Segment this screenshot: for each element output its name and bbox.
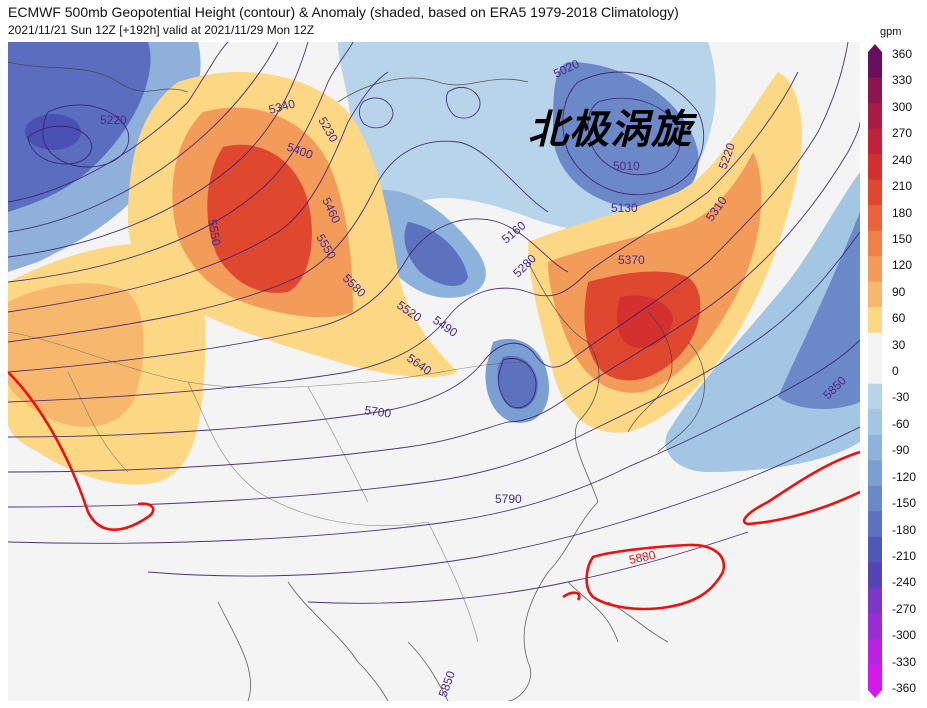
map-subtitle: 2021/11/21 Sun 12Z [+192h] valid at 2021… bbox=[8, 23, 315, 37]
colorbar-segment bbox=[868, 409, 882, 436]
colorbar-unit: gpm bbox=[880, 26, 902, 38]
contour-5880 bbox=[8, 371, 860, 611]
contour-label-5010: 5010 bbox=[613, 159, 640, 173]
colorbar-segment bbox=[868, 103, 882, 130]
colorbar-label: 90 bbox=[892, 284, 906, 299]
colorbar-segment bbox=[868, 52, 882, 79]
colorbar-label: -240 bbox=[892, 575, 917, 590]
height-contours bbox=[8, 42, 860, 604]
colorbar-segment bbox=[868, 358, 882, 385]
map-title: ECMWF 500mb Geopotential Height (contour… bbox=[8, 4, 679, 20]
weather-map: 5220 5340 5230 5400 5020 5010 5220 5550 … bbox=[8, 42, 860, 701]
colorbar-label: 150 bbox=[892, 231, 913, 246]
colorbar-label: -120 bbox=[892, 469, 917, 484]
colorbar-segment bbox=[868, 230, 882, 257]
colorbar-label: 0 bbox=[892, 364, 899, 378]
country-borders bbox=[8, 331, 529, 643]
colorbar-label: 240 bbox=[892, 152, 913, 167]
contour-label-5550: 5550 bbox=[205, 218, 223, 247]
colorbar-label: -270 bbox=[892, 601, 917, 616]
colorbar-segment bbox=[868, 383, 882, 410]
contour-label-5220: 5220 bbox=[100, 113, 127, 127]
map-svg: 5220 5340 5230 5400 5020 5010 5220 5550 … bbox=[8, 42, 860, 701]
colorbar-label: 180 bbox=[892, 205, 913, 220]
colorbar-label: 270 bbox=[892, 126, 913, 141]
colorbar-label: 60 bbox=[892, 311, 906, 326]
colorbar-segment bbox=[868, 205, 882, 232]
colorbar-segment bbox=[868, 536, 882, 563]
colorbar-label: 210 bbox=[892, 179, 913, 194]
colorbar-label: -180 bbox=[892, 522, 917, 537]
colorbar-segment bbox=[868, 154, 882, 181]
colorbar-segment bbox=[868, 256, 882, 283]
colorbar-label: -360 bbox=[892, 681, 917, 695]
colorbar-segment bbox=[868, 664, 882, 691]
colorbar-label: -210 bbox=[892, 548, 917, 563]
colorbar-segment bbox=[868, 613, 882, 640]
colorbar-label: 30 bbox=[892, 337, 906, 352]
colorbar-segment bbox=[868, 77, 882, 104]
contour-label-5370: 5370 bbox=[618, 253, 645, 267]
colorbar-segment bbox=[868, 511, 882, 538]
colorbar-label: 120 bbox=[892, 258, 913, 273]
colorbar-label: -300 bbox=[892, 628, 917, 643]
colorbar-segment bbox=[868, 587, 882, 614]
coastlines bbox=[8, 61, 705, 701]
contour-label-5700: 5700 bbox=[364, 403, 393, 421]
contour-label-5130: 5130 bbox=[611, 201, 638, 215]
contour-label-5340: 5340 bbox=[267, 96, 297, 117]
colorbar-segment bbox=[868, 281, 882, 308]
colorbar-label: -150 bbox=[892, 496, 917, 511]
colorbar-segment bbox=[868, 562, 882, 589]
arctic-vortex-annotation: 北极涡旋 bbox=[528, 107, 692, 153]
colorbar-label: 330 bbox=[892, 73, 913, 88]
contour-label-5790: 5790 bbox=[495, 492, 522, 506]
colorbar-arrow-bottom bbox=[868, 690, 882, 698]
colorbar-segment bbox=[868, 485, 882, 512]
colorbar-arrow-top bbox=[868, 44, 882, 52]
colorbar-label: -60 bbox=[892, 416, 910, 431]
colorbar bbox=[868, 44, 882, 698]
colorbar-label: -330 bbox=[892, 654, 917, 669]
colorbar-segment bbox=[868, 332, 882, 359]
colorbar-label: 300 bbox=[892, 99, 913, 114]
colorbar-segment bbox=[868, 434, 882, 461]
anomaly-negative-arctic-core bbox=[553, 62, 699, 208]
colorbar-segments bbox=[868, 44, 882, 698]
colorbar-segment bbox=[868, 179, 882, 206]
colorbar-label: -90 bbox=[892, 443, 910, 458]
contour-label-5880: 5880 bbox=[628, 548, 657, 567]
colorbar-segment bbox=[868, 128, 882, 155]
colorbar-segment bbox=[868, 307, 882, 334]
colorbar-label: -30 bbox=[892, 390, 910, 405]
colorbar-segment bbox=[868, 638, 882, 665]
colorbar-segment bbox=[868, 460, 882, 487]
colorbar-label: 360 bbox=[892, 47, 913, 61]
